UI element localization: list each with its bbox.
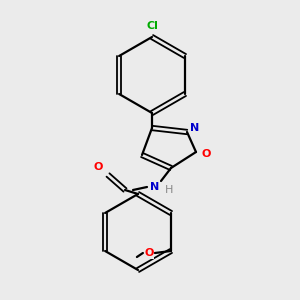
Text: N: N: [190, 123, 200, 133]
Text: O: O: [144, 248, 154, 258]
Text: H: H: [165, 185, 173, 195]
Text: N: N: [150, 182, 160, 192]
Text: O: O: [93, 162, 103, 172]
Text: O: O: [201, 149, 211, 159]
Text: Cl: Cl: [146, 21, 158, 31]
